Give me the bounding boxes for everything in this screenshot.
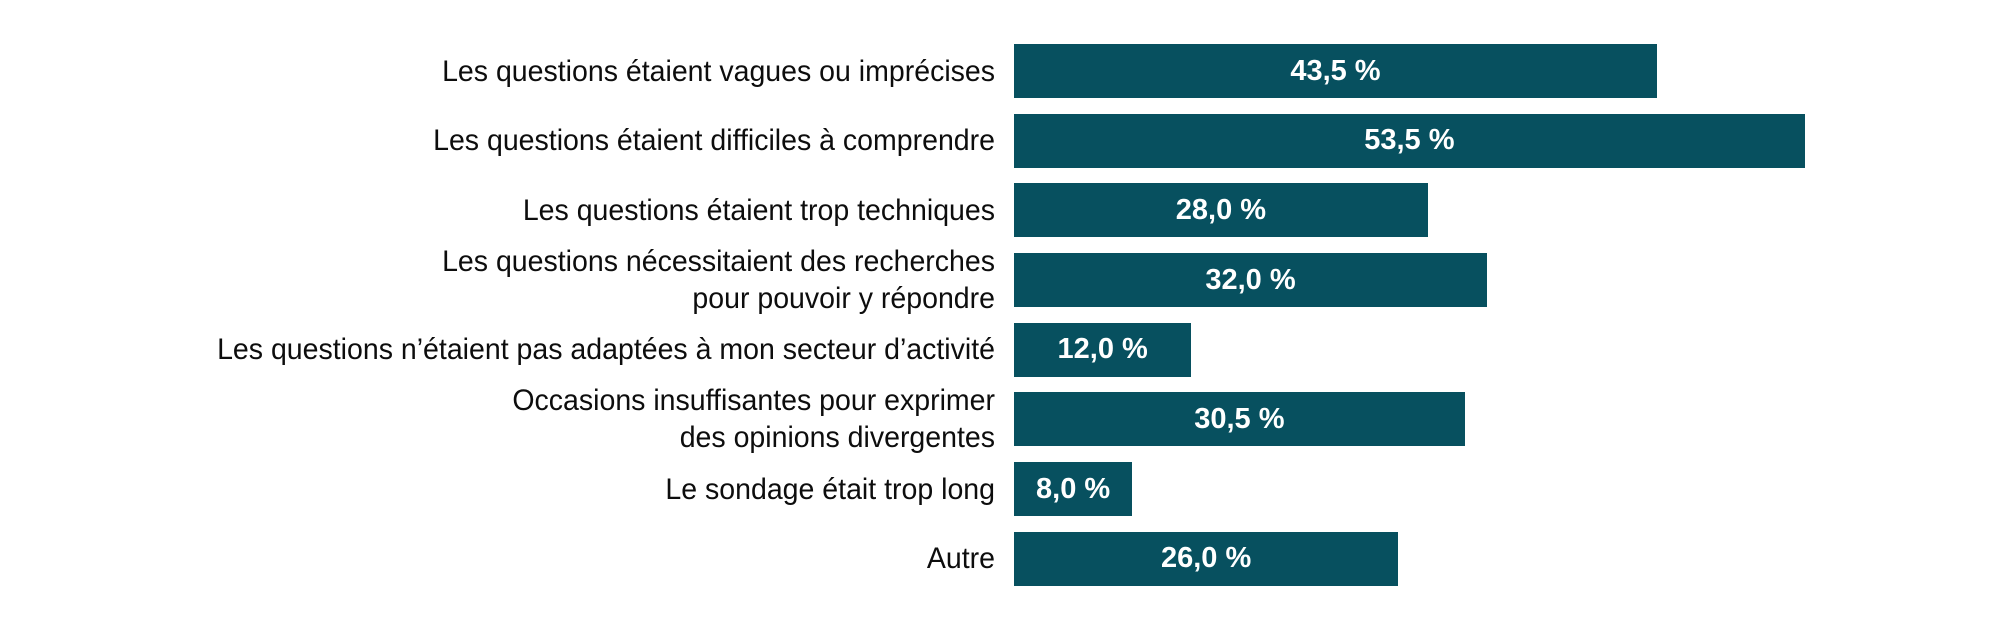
bar-value-label: 32,0 % bbox=[1205, 263, 1296, 296]
bar-value-label: 8,0 % bbox=[1036, 472, 1111, 505]
bar-row: Occasions insuffisantes pour exprimer de… bbox=[0, 384, 2000, 454]
bar-row: Les questions étaient difficiles à compr… bbox=[0, 113, 2000, 168]
bar: 32,0 % bbox=[1014, 253, 1487, 308]
bar-value-label: 28,0 % bbox=[1175, 193, 1267, 226]
bar: 8,0 % bbox=[1014, 462, 1133, 517]
category-label: Les questions nécessitaient des recherch… bbox=[442, 245, 995, 316]
category-label: Les questions étaient vagues ou imprécis… bbox=[442, 54, 995, 88]
category-label: Autre bbox=[926, 542, 995, 576]
bar-row: Autre 26,0 % bbox=[0, 531, 2000, 586]
plot-area-row: 30,5 % bbox=[1014, 392, 2000, 447]
category-label: Occasions insuffisantes pour exprimer de… bbox=[512, 384, 995, 455]
category-label: Les questions étaient trop techniques bbox=[522, 193, 995, 227]
bar-row: Les questions n’étaient pas adaptées à m… bbox=[0, 322, 2000, 377]
bar-row: Les questions étaient trop techniques 28… bbox=[0, 183, 2000, 238]
bar-value-label: 26,0 % bbox=[1160, 542, 1252, 575]
bar: 53,5 % bbox=[1014, 113, 1805, 168]
category-label: Le sondage était trop long bbox=[665, 472, 995, 506]
bar-value-label: 43,5 % bbox=[1290, 54, 1381, 87]
bar: 26,0 % bbox=[1014, 531, 1399, 586]
bar-value-label: 53,5 % bbox=[1364, 124, 1455, 157]
plot-area-row: 12,0 % bbox=[1014, 322, 2000, 377]
bar: 12,0 % bbox=[1014, 322, 1192, 377]
bar-value-label: 12,0 % bbox=[1057, 333, 1148, 366]
bar: 30,5 % bbox=[1014, 392, 1465, 447]
bar-row: Les questions nécessitaient des recherch… bbox=[0, 245, 2000, 315]
plot-area-row: 32,0 % bbox=[1014, 253, 2000, 308]
bar-row: Le sondage était trop long 8,0 % bbox=[0, 462, 2000, 517]
plot-area-row: 8,0 % bbox=[1014, 462, 2000, 517]
plot-area: Les questions étaient vagues ou imprécis… bbox=[0, 44, 2000, 586]
plot-area-row: 53,5 % bbox=[1014, 113, 2000, 168]
bar: 28,0 % bbox=[1014, 183, 1428, 238]
plot-area-row: 28,0 % bbox=[1014, 183, 2000, 238]
bar: 43,5 % bbox=[1014, 44, 1657, 98]
plot-area-row: 43,5 % bbox=[1014, 44, 2000, 98]
bar-value-label: 30,5 % bbox=[1194, 402, 1285, 435]
category-label: Les questions n’étaient pas adaptées à m… bbox=[217, 333, 995, 367]
bar-row: Les questions étaient vagues ou imprécis… bbox=[0, 44, 2000, 98]
plot-area-row: 26,0 % bbox=[1014, 531, 2000, 586]
category-label: Les questions étaient difficiles à compr… bbox=[433, 124, 995, 158]
